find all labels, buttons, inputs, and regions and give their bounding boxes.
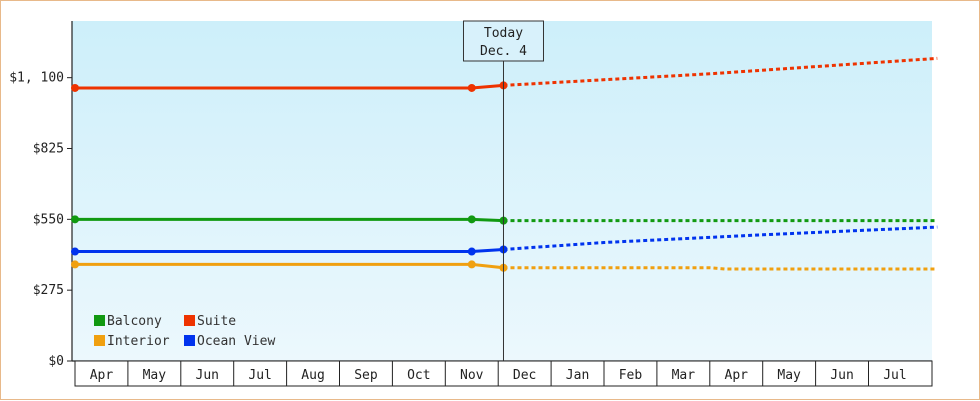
data-point	[71, 247, 79, 256]
plot-area	[72, 21, 932, 361]
month-label: Apr	[90, 368, 114, 383]
month-label: Feb	[619, 368, 643, 383]
month-label: Aug	[301, 368, 324, 383]
legend-swatch	[184, 315, 195, 326]
data-point	[71, 215, 79, 224]
y-tick-label: $275	[33, 283, 64, 298]
legend-swatch	[94, 335, 105, 346]
today-date: Dec. 4	[480, 44, 527, 59]
month-label: May	[777, 368, 801, 383]
month-label: Dec	[513, 368, 536, 383]
today-label: Today	[484, 26, 523, 41]
series-interior	[71, 260, 938, 272]
data-point	[467, 83, 476, 92]
data-point	[467, 260, 476, 269]
month-strip	[74, 360, 933, 387]
history-line	[75, 217, 504, 223]
legend-swatch	[184, 335, 195, 346]
month-label: Jul	[248, 368, 271, 383]
legend-label: Balcony	[107, 314, 162, 329]
data-point	[467, 215, 476, 224]
legend-swatch	[94, 315, 105, 326]
legend: Balcony Suite Interior Ocean View	[94, 314, 275, 349]
y-tick-label: $825	[33, 142, 64, 157]
series-balcony	[71, 215, 938, 225]
y-tick-label: $0	[48, 354, 64, 369]
month-label: Jan	[566, 368, 589, 383]
month-label: Sep	[354, 368, 378, 383]
series-ocean-view	[71, 225, 938, 256]
data-point	[71, 83, 79, 92]
month-label: Oct	[407, 368, 430, 383]
today-marker: Today Dec. 4	[462, 20, 544, 361]
today-box	[462, 20, 544, 62]
y-tick-label: $1, 100	[9, 71, 64, 86]
series-layer	[71, 56, 938, 272]
month-label: Nov	[460, 368, 484, 383]
x-axis: Apr May Jun Jul Aug Sep Oct Nov Dec Jan Feb Mar Apr M…	[74, 360, 933, 387]
month-label: Jun	[830, 368, 853, 383]
y-tick-label: $550	[33, 212, 64, 227]
data-point	[71, 260, 79, 269]
forecast-line	[503, 225, 938, 251]
month-label: Apr	[725, 368, 749, 383]
legend-label: Suite	[197, 314, 236, 329]
forecast-line	[503, 56, 938, 87]
month-label: Jun	[196, 368, 219, 383]
legend-label: Ocean View	[197, 334, 275, 349]
month-label: Mar	[672, 368, 696, 383]
month-label: May	[143, 368, 167, 383]
month-label: Jul	[883, 368, 906, 383]
data-point	[467, 247, 476, 256]
series-suite	[71, 56, 938, 92]
legend-label: Interior	[107, 334, 170, 349]
